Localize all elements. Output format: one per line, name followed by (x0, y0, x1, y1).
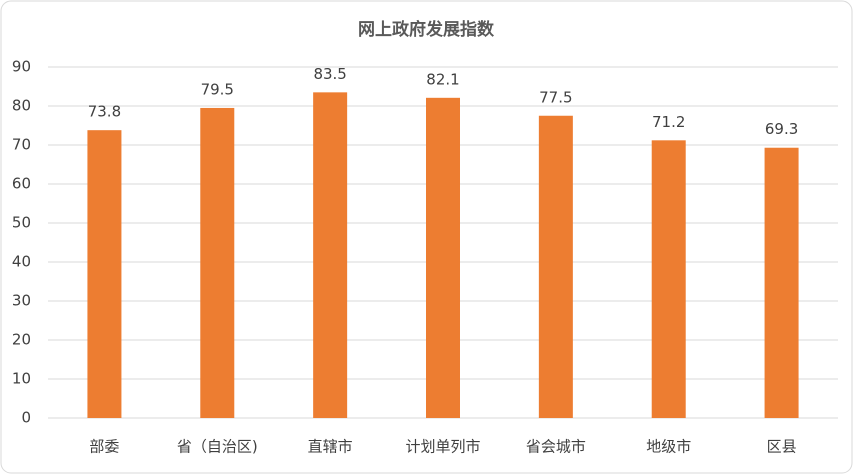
x-tick-label: 区县 (767, 438, 797, 456)
bar (538, 115, 573, 418)
y-tick-label: 90 (12, 58, 31, 76)
x-tick-label: 省会城市 (526, 438, 586, 456)
bar (200, 107, 235, 418)
bar (426, 97, 460, 418)
y-tick-label: 10 (12, 370, 31, 388)
data-label: 82.1 (426, 70, 459, 88)
y-tick-label: 70 (12, 136, 31, 154)
y-tick-label: 50 (12, 214, 31, 232)
data-label: 69.3 (765, 120, 798, 138)
y-tick-label: 60 (12, 175, 31, 193)
y-tick-label: 80 (12, 97, 31, 115)
y-tick-label: 40 (12, 253, 31, 271)
y-tick-label: 20 (12, 331, 31, 349)
data-label: 77.5 (539, 88, 572, 106)
bar (87, 130, 122, 418)
x-tick-label: 地级市 (646, 438, 691, 456)
chart-title: 网上政府发展指数 (358, 19, 495, 40)
y-tick-label: 0 (21, 409, 31, 427)
data-label: 71.2 (652, 113, 685, 131)
bar (764, 147, 799, 419)
x-tick-label: 计划单列市 (405, 438, 480, 456)
bar (313, 92, 348, 418)
data-label: 79.5 (201, 80, 234, 98)
x-tick-label: 省（自治区) (177, 438, 258, 456)
x-tick-label: 直辖市 (308, 438, 353, 456)
data-label: 73.8 (88, 103, 121, 121)
x-tick-label: 部委 (89, 438, 119, 456)
bar (651, 140, 686, 418)
data-label: 83.5 (313, 65, 346, 83)
y-tick-label: 30 (12, 292, 31, 310)
